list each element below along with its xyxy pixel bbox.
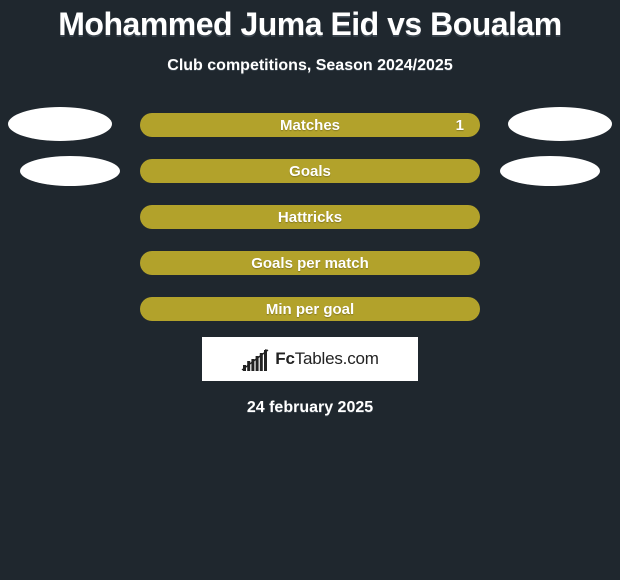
logo-text-pre: Fc [275,349,294,368]
logo-text: FcTables.com [275,349,378,369]
date-label: 24 february 2025 [0,399,620,417]
stat-bar: Hattricks [140,205,480,229]
stat-label: Goals [289,163,331,180]
bar-chart-icon [241,347,269,371]
stat-value-right: 1 [456,117,464,134]
stat-label: Min per goal [266,301,354,318]
stat-label: Hattricks [278,209,342,226]
stat-row: Goals per match [0,251,620,275]
stat-row: Min per goal [0,297,620,321]
stat-row: Hattricks [0,205,620,229]
player-disc-right [500,156,600,186]
player-disc-left [8,107,112,141]
subtitle: Club competitions, Season 2024/2025 [0,57,620,75]
page-title: Mohammed Juma Eid vs Boualam [0,0,620,43]
stat-bar: Min per goal [140,297,480,321]
stat-bar: Goals [140,159,480,183]
player-disc-right [508,107,612,141]
stat-bar: Goals per match [140,251,480,275]
logo-box: FcTables.com [202,337,418,381]
stat-label: Goals per match [251,255,369,272]
comparison-rows: Matches 1 Goals Hattricks Goals per match Min… [0,113,620,321]
logo-text-post: Tables.com [295,349,379,368]
player-disc-left [20,156,120,186]
stat-row: Goals [0,159,620,183]
stat-label: Matches [280,117,340,134]
stat-row: Matches 1 [0,113,620,137]
stat-bar: Matches 1 [140,113,480,137]
